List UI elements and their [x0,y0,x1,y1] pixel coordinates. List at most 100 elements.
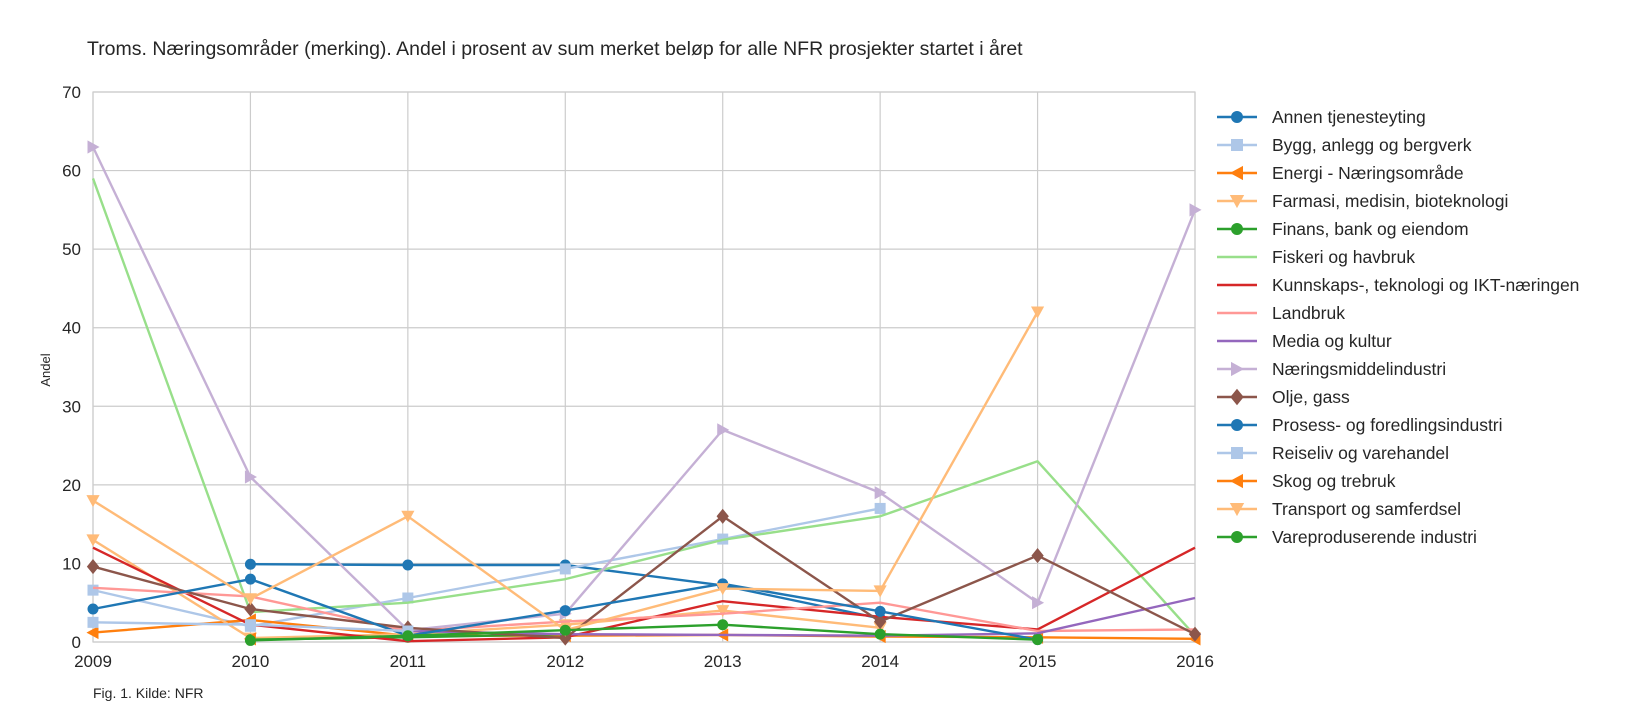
x-tick-label: 2013 [704,652,742,671]
data-point [86,625,99,640]
data-point [874,502,886,514]
series-line [92,586,1196,633]
y-tick-label: 40 [62,319,81,338]
y-axis-ticks: 0 10 20 30 40 50 60 70 [62,83,81,652]
legend-item: Reiseliv og varehandel [1217,443,1449,463]
legend-label: Transport og samferdsel [1272,499,1461,519]
legend-item: Media og kultur [1217,331,1392,351]
data-point [86,534,100,547]
series-group [86,140,1202,646]
legend-item: Finans, bank og eiendom [1217,219,1469,239]
legend-item: Olje, gass [1217,387,1350,407]
legend-label: Landbruk [1272,303,1345,323]
legend: Annen tjenesteyting Bygg, anlegg og bergv… [1217,107,1579,547]
series-5 [91,178,1196,637]
y-tick-label: 60 [62,162,81,181]
data-point [1231,111,1243,123]
legend-label: Reiseliv og varehandel [1272,443,1449,463]
data-point [1231,531,1243,543]
series-15 [244,619,1044,646]
data-point [874,486,887,500]
legend-item: Landbruk [1217,303,1345,323]
data-point [716,605,730,618]
data-point [716,508,729,524]
series-line [91,146,1197,632]
legend-item: Skog og trebruk [1217,471,1396,491]
legend-item: Transport og samferdsel [1217,499,1461,519]
data-point [1231,223,1243,235]
legend-item: Farmasi, medisin, bioteknologi [1217,191,1508,211]
data-point [1231,447,1243,459]
y-tick-label: 0 [72,633,81,652]
data-point [402,559,414,571]
legend-item: Energi - Næringsområde [1217,163,1464,183]
x-tick-label: 2011 [390,652,427,671]
legend-item: Annen tjenesteyting [1217,107,1426,127]
legend-item: Næringsmiddelindustri [1217,359,1446,379]
data-point [244,634,256,646]
series-line [92,507,881,628]
grid [92,91,1196,643]
legend-label: Kunnskaps-, teknologi og IKT-næringen [1272,275,1579,295]
x-tick-label: 2014 [861,652,899,671]
y-tick-label: 10 [62,554,81,573]
data-point [1032,596,1045,610]
data-point [1231,419,1243,431]
series-8 [407,596,1196,637]
data-point [717,619,729,631]
legend-label: Energi - Næringsområde [1272,163,1464,183]
data-point [1031,548,1044,564]
x-tick-label: 2010 [232,652,270,671]
data-point [1229,503,1245,517]
legend-item: Fiskeri og havbruk [1217,247,1415,267]
series-line [92,515,1196,640]
data-point [243,593,258,606]
y-tick-label: 20 [62,476,81,495]
data-point [559,605,571,617]
legend-label: Olje, gass [1272,387,1350,407]
legend-label: Annen tjenesteyting [1272,107,1426,127]
legend-label: Fiskeri og havbruk [1272,247,1415,267]
series-line [250,623,1038,642]
x-tick-label: 2009 [74,652,112,671]
data-point [86,495,100,508]
data-point [244,573,256,585]
series-7 [92,586,1196,633]
data-point [244,601,257,617]
data-point [402,630,414,642]
series-line [91,178,1196,637]
data-point [716,583,730,596]
y-tick-label: 30 [62,397,81,416]
data-point [1030,306,1045,319]
data-point [1032,634,1044,646]
data-point [244,558,256,570]
legend-item: Bygg, anlegg og bergverk [1217,135,1472,155]
y-tick-label: 50 [62,240,81,259]
data-point [559,563,571,575]
legend-label: Skog og trebruk [1272,471,1396,491]
data-point [87,616,99,628]
legend-label: Prosess- og foredlingsindustri [1272,415,1503,435]
data-point [87,140,100,154]
series-line [407,596,1196,637]
data-point [86,559,100,575]
legend-item: Prosess- og foredlingsindustri [1217,415,1503,435]
data-point [1231,139,1243,151]
legend-label: Næringsmiddelindustri [1272,359,1446,379]
data-point [1229,473,1243,489]
legend-item: Vareproduserende industri [1217,527,1477,547]
data-point [1189,203,1202,217]
legend-item: Kunnskaps-, teknologi og IKT-næringen [1217,275,1579,295]
data-point [1188,626,1202,642]
y-axis-label: Andel [38,353,53,386]
data-point [873,614,887,630]
data-point [717,423,730,437]
data-point [1231,361,1245,377]
legend-label: Bygg, anlegg og bergverk [1272,135,1472,155]
data-point [87,603,99,615]
legend-label: Farmasi, medisin, bioteknologi [1272,191,1508,211]
chart-title: Troms. Næringsområder (merking). Andel i… [87,38,1023,60]
data-point [244,470,257,484]
series-10 [86,508,1202,646]
